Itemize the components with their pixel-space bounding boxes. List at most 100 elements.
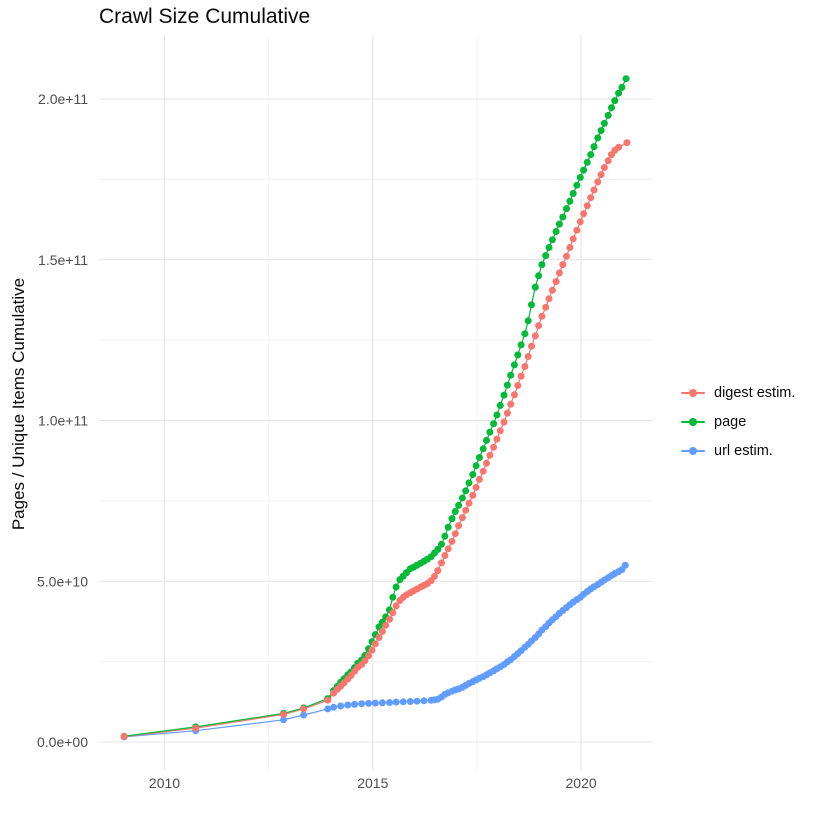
data-point: [583, 202, 591, 210]
data-point: [573, 181, 581, 189]
data-point: [368, 646, 376, 654]
data-point: [378, 699, 386, 707]
data-point: [580, 166, 588, 174]
data-point: [469, 471, 477, 478]
data-point: [462, 506, 470, 514]
data-point: [542, 252, 550, 260]
data-point: [548, 236, 556, 244]
data-point: [500, 418, 508, 426]
data-point: [371, 640, 379, 648]
series-points-digest-estim-: [120, 139, 631, 740]
data-point: [455, 501, 463, 509]
data-point: [552, 278, 560, 286]
data-point: [618, 83, 626, 91]
data-point: [600, 164, 608, 171]
data-point: [337, 702, 345, 710]
data-point: [597, 171, 605, 179]
data-point: [576, 173, 584, 181]
data-point: [559, 213, 567, 221]
x-tick-label: 2015: [357, 775, 388, 791]
data-point: [496, 427, 504, 435]
data-point: [389, 609, 397, 617]
data-point: [392, 698, 400, 706]
legend-item-page: page: [681, 407, 795, 436]
data-point: [510, 391, 518, 399]
data-point: [566, 197, 574, 205]
data-point: [496, 401, 504, 409]
y-tick-label: 2.0e+11: [38, 91, 88, 107]
data-point: [517, 372, 525, 380]
chart-title: Crawl Size Cumulative: [99, 5, 311, 28]
data-point: [469, 491, 477, 499]
data-point: [280, 710, 288, 718]
data-point: [594, 178, 602, 186]
data-point: [448, 537, 456, 545]
page-marker-icon: [681, 415, 705, 429]
data-point: [552, 228, 560, 235]
data-point: [600, 119, 608, 127]
data-point: [621, 561, 629, 569]
legend: digest estim. page url estim.: [681, 378, 795, 465]
x-tick-label: 2020: [566, 775, 597, 791]
data-point: [444, 523, 452, 531]
data-point: [462, 487, 470, 495]
data-point: [597, 127, 605, 134]
series-points-url-estim-: [120, 561, 629, 741]
data-point: [514, 351, 522, 359]
data-point: [563, 252, 570, 260]
data-point: [358, 700, 366, 708]
x-tick-label: 2010: [149, 775, 180, 791]
data-point: [458, 494, 466, 502]
digest-estim-marker-icon: [681, 386, 705, 400]
data-point: [500, 391, 508, 399]
data-point: [386, 615, 393, 623]
data-point: [392, 583, 400, 591]
data-point: [555, 220, 563, 228]
data-point: [569, 190, 577, 197]
data-point: [280, 716, 288, 724]
data-point: [559, 261, 567, 269]
data-point: [300, 705, 308, 713]
data-point: [538, 312, 546, 320]
data-point: [441, 552, 449, 559]
data-point: [434, 545, 442, 553]
data-point: [521, 330, 529, 338]
data-point: [576, 218, 584, 226]
data-point: [503, 409, 511, 417]
data-point: [623, 139, 631, 147]
data-point: [378, 627, 386, 635]
data-point: [413, 697, 421, 705]
data-point: [531, 283, 539, 291]
data-point: [324, 705, 332, 713]
data-point: [486, 428, 494, 436]
series-line-digest-estim-: [124, 142, 628, 738]
legend-label: digest estim.: [714, 384, 796, 401]
data-point: [611, 97, 619, 105]
data-point: [486, 451, 494, 459]
data-point: [465, 499, 473, 507]
data-point: [300, 711, 308, 719]
data-point: [441, 532, 449, 540]
data-point: [438, 540, 445, 548]
data-point: [590, 186, 598, 194]
data-point: [615, 89, 623, 97]
data-point: [615, 143, 623, 151]
series-points-page: [120, 75, 630, 740]
data-point: [192, 724, 200, 732]
data-point: [583, 158, 591, 166]
data-point: [386, 699, 393, 706]
data-point: [431, 572, 438, 580]
data-point: [524, 317, 532, 325]
data-point: [531, 332, 539, 340]
data-point: [389, 593, 397, 601]
data-point: [542, 303, 550, 311]
data-point: [361, 657, 369, 665]
data-point: [120, 733, 128, 740]
data-point: [375, 634, 383, 641]
data-point: [479, 467, 487, 475]
data-point: [587, 151, 595, 159]
data-point: [472, 483, 480, 491]
data-point: [622, 75, 630, 83]
data-point: [594, 134, 602, 142]
